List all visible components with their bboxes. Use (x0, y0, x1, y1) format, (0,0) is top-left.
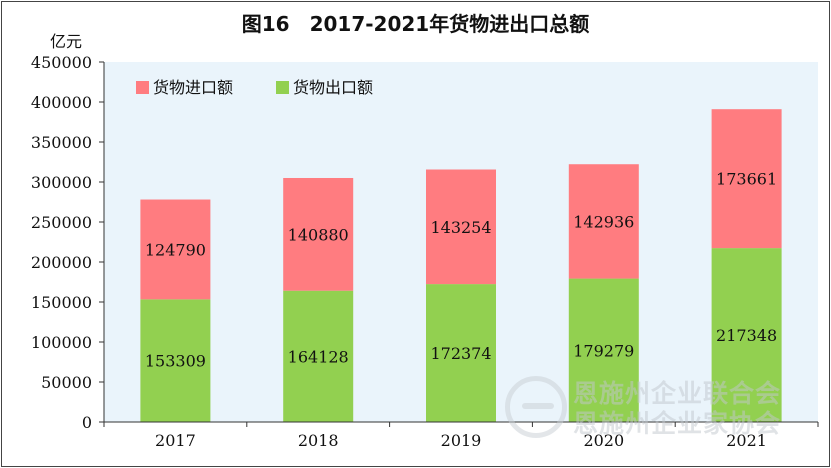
legend-label-export: 货物出口额 (293, 78, 373, 97)
bar-import-2020 (568, 164, 639, 279)
bar-import-2017 (140, 199, 211, 300)
legend-label-import: 货物进口额 (153, 78, 233, 97)
data-label-import-2018: 140880 (288, 225, 349, 244)
bar-export-2020 (568, 278, 639, 422)
data-label-import-2019: 143254 (430, 218, 491, 237)
y-tick-label-200000: 200000 (31, 253, 92, 272)
y-tick-label-50000: 50000 (41, 373, 92, 392)
watermark-line-2: 恩施州企业家协会 (573, 409, 782, 438)
y-tick-label-300000: 300000 (31, 173, 92, 192)
chart-title: 图16 2017-2021年货物进出口总额 (241, 12, 590, 36)
y-tick-label-250000: 250000 (31, 213, 92, 232)
bar-export-2018 (283, 290, 354, 422)
y-tick-label-0: 0 (82, 413, 92, 432)
bar-import-2019 (426, 169, 496, 285)
data-label-import-2020: 142936 (573, 212, 634, 231)
x-tick-label-2017: 2017 (155, 431, 196, 450)
x-tick-label-2021: 2021 (726, 431, 767, 450)
x-tick-label-2018: 2018 (298, 431, 339, 450)
bar-export-2021 (711, 248, 782, 422)
data-label-export-2019: 172374 (430, 344, 491, 363)
bars-layer: 153309 124790 164128 140880 172374 143254 1792… (140, 109, 782, 422)
legend: 货物进口额 货物出口额 (136, 78, 373, 97)
x-tick-label-2019: 2019 (441, 431, 482, 450)
data-label-import-2017: 124790 (145, 240, 206, 259)
bar-import-2021 (711, 109, 782, 249)
watermark-logo-icon (505, 376, 567, 438)
bar-import-2018 (283, 177, 354, 291)
legend-swatch-import (136, 81, 149, 94)
data-label-export-2018: 164128 (288, 347, 349, 366)
x-tick-label-2020: 2020 (583, 431, 624, 450)
data-label-export-2017: 153309 (145, 352, 206, 371)
y-tick-label-350000: 350000 (31, 133, 92, 152)
data-label-import-2021: 173661 (716, 170, 777, 189)
y-tick-label-150000: 150000 (31, 293, 92, 312)
axes-layer: 2017 2018 2019 2020 2021 0 50000 100000 150000 20… (31, 53, 819, 450)
y-tick-label-450000: 450000 (31, 53, 92, 72)
y-axis-unit-label: 亿元 (50, 32, 82, 51)
bar-export-2017 (140, 299, 211, 422)
y-tick-label-400000: 400000 (31, 93, 92, 112)
watermark-line-1: 恩施州企业联合会 (573, 379, 782, 408)
data-label-export-2020: 179279 (573, 341, 634, 360)
legend-swatch-export (276, 81, 289, 94)
data-label-export-2021: 217348 (716, 326, 777, 345)
watermark: 恩施州企业联合会 恩施州企业家协会 (505, 368, 815, 438)
y-tick-label-100000: 100000 (31, 333, 92, 352)
bar-export-2019 (426, 284, 496, 422)
